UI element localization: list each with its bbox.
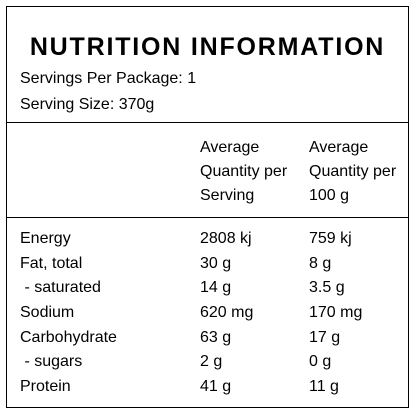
per-serving-value: 30 g — [200, 254, 232, 272]
nutrient-name: Protein — [20, 378, 71, 396]
per-100g-value: 11 g — [309, 378, 339, 396]
column-header-line: Average — [200, 139, 260, 156]
table-row: Sodium 620 mg 170 mg — [7, 301, 408, 326]
table-row: - sugars 2 g 0 g — [7, 350, 408, 375]
nutrient-name: Sodium — [20, 304, 75, 322]
table-row: Protein 41 g 11 g — [7, 375, 408, 400]
nutrient-name: - sugars — [20, 353, 83, 371]
nutrition-panel: NUTRITION INFORMATION Servings Per Packa… — [6, 6, 409, 408]
column-header-line: Serving — [200, 187, 255, 204]
per-serving-value: 2808 kj — [200, 230, 252, 247]
per-serving-value: 620 mg — [200, 304, 254, 322]
column-header-per-100g: Average Quantity per 100 g — [309, 136, 396, 208]
table-row: Carbohydrate 63 g 17 g — [7, 326, 408, 351]
per-100g-value: 3.5 g — [309, 279, 345, 297]
per-serving-value: 41 g — [200, 378, 232, 396]
panel-title: NUTRITION INFORMATION — [29, 33, 386, 61]
nutrient-name: - saturated — [20, 279, 101, 297]
column-header-line: 100 g — [309, 187, 350, 204]
column-header-per-serving: Average Quantity per Serving — [200, 136, 287, 208]
header-divider — [7, 217, 408, 218]
nutrient-table: Energy 2808 kj 759 kj Fat, total 30 g 8 … — [7, 227, 408, 400]
table-row: Fat, total 30 g 8 g — [7, 252, 408, 277]
column-header-line: Average — [309, 139, 369, 156]
table-row: Energy 2808 kj 759 kj — [7, 227, 408, 252]
column-header-line: Quantity per — [200, 163, 288, 180]
nutrient-name: Fat, total — [20, 254, 83, 272]
per-100g-value: 0 g — [309, 353, 332, 371]
nutrient-name: Energy — [20, 230, 71, 247]
per-100g-value: 8 g — [309, 254, 332, 272]
per-100g-value: 170 mg — [309, 304, 363, 322]
nutrient-name: Carbohydrate — [20, 328, 117, 346]
serving-size: Serving Size: 370g — [20, 96, 155, 113]
per-100g-value: 759 kj — [309, 230, 352, 247]
per-serving-value: 2 g — [200, 353, 223, 371]
per-100g-value: 17 g — [309, 328, 341, 346]
per-serving-value: 63 g — [200, 328, 232, 346]
top-divider — [7, 122, 408, 123]
per-serving-value: 14 g — [200, 279, 232, 297]
column-header-line: Quantity per — [309, 163, 397, 180]
table-row: - saturated 14 g 3.5 g — [7, 276, 408, 301]
servings-per-package: Servings Per Package: 1 — [20, 70, 197, 87]
